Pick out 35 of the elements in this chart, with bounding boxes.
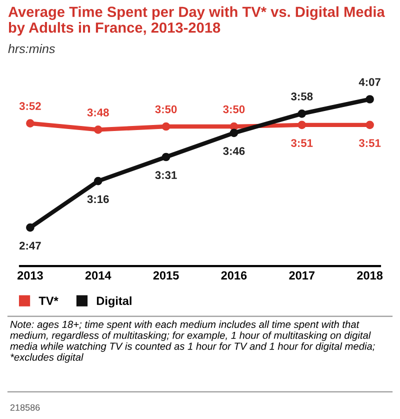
text: Note: ages 18+; time spent with each medium includes all time spent with that medium, regardless of multitasking; for example, 1 hour of multitasking on digital media while watching TV is counted as 1 hour for TV and 1 hour for digital media; *excludes digital [10,320,375,363]
point [366,120,374,130]
data-label: 3:51 [358,139,381,147]
data-label: 3:52 [19,102,41,110]
point [26,119,34,128]
point [94,176,102,186]
point [366,95,374,104]
legend-label: TV* [38,296,58,305]
point [162,122,170,131]
x-tick-label: 2018 [357,271,383,280]
data-label: 2:47 [19,242,41,250]
x-tick-label: 2014 [85,271,112,280]
data-label: 3:50 [155,105,177,114]
point [298,120,306,130]
point [298,110,306,118]
data-label: 3:50 [223,105,245,114]
legend-label: Digital [96,296,132,308]
text: 218586 [10,404,40,411]
data-label: 3:46 [223,147,245,155]
x-tick-label: 2016 [221,271,247,280]
data-label: 3:48 [87,108,109,116]
data-label: 4:07 [358,78,380,86]
point [94,126,102,134]
chart-title: Average Time Spent per Day with TV* vs. Digital Media by Adults in France, 2013-2018 [8,6,385,36]
data-label: 3:51 [291,139,313,147]
x-tick-label: 2015 [153,271,179,280]
x-tick-label: 2017 [289,271,314,280]
chart-subtitle: hrs:mins [8,44,55,54]
data-label: 3:31 [155,171,177,180]
point [26,223,34,232]
data-label: 3:16 [87,195,109,204]
point [162,152,170,162]
x-tick-label: 2013 [17,271,43,280]
data-label: 3:58 [291,92,313,100]
point [230,128,238,138]
